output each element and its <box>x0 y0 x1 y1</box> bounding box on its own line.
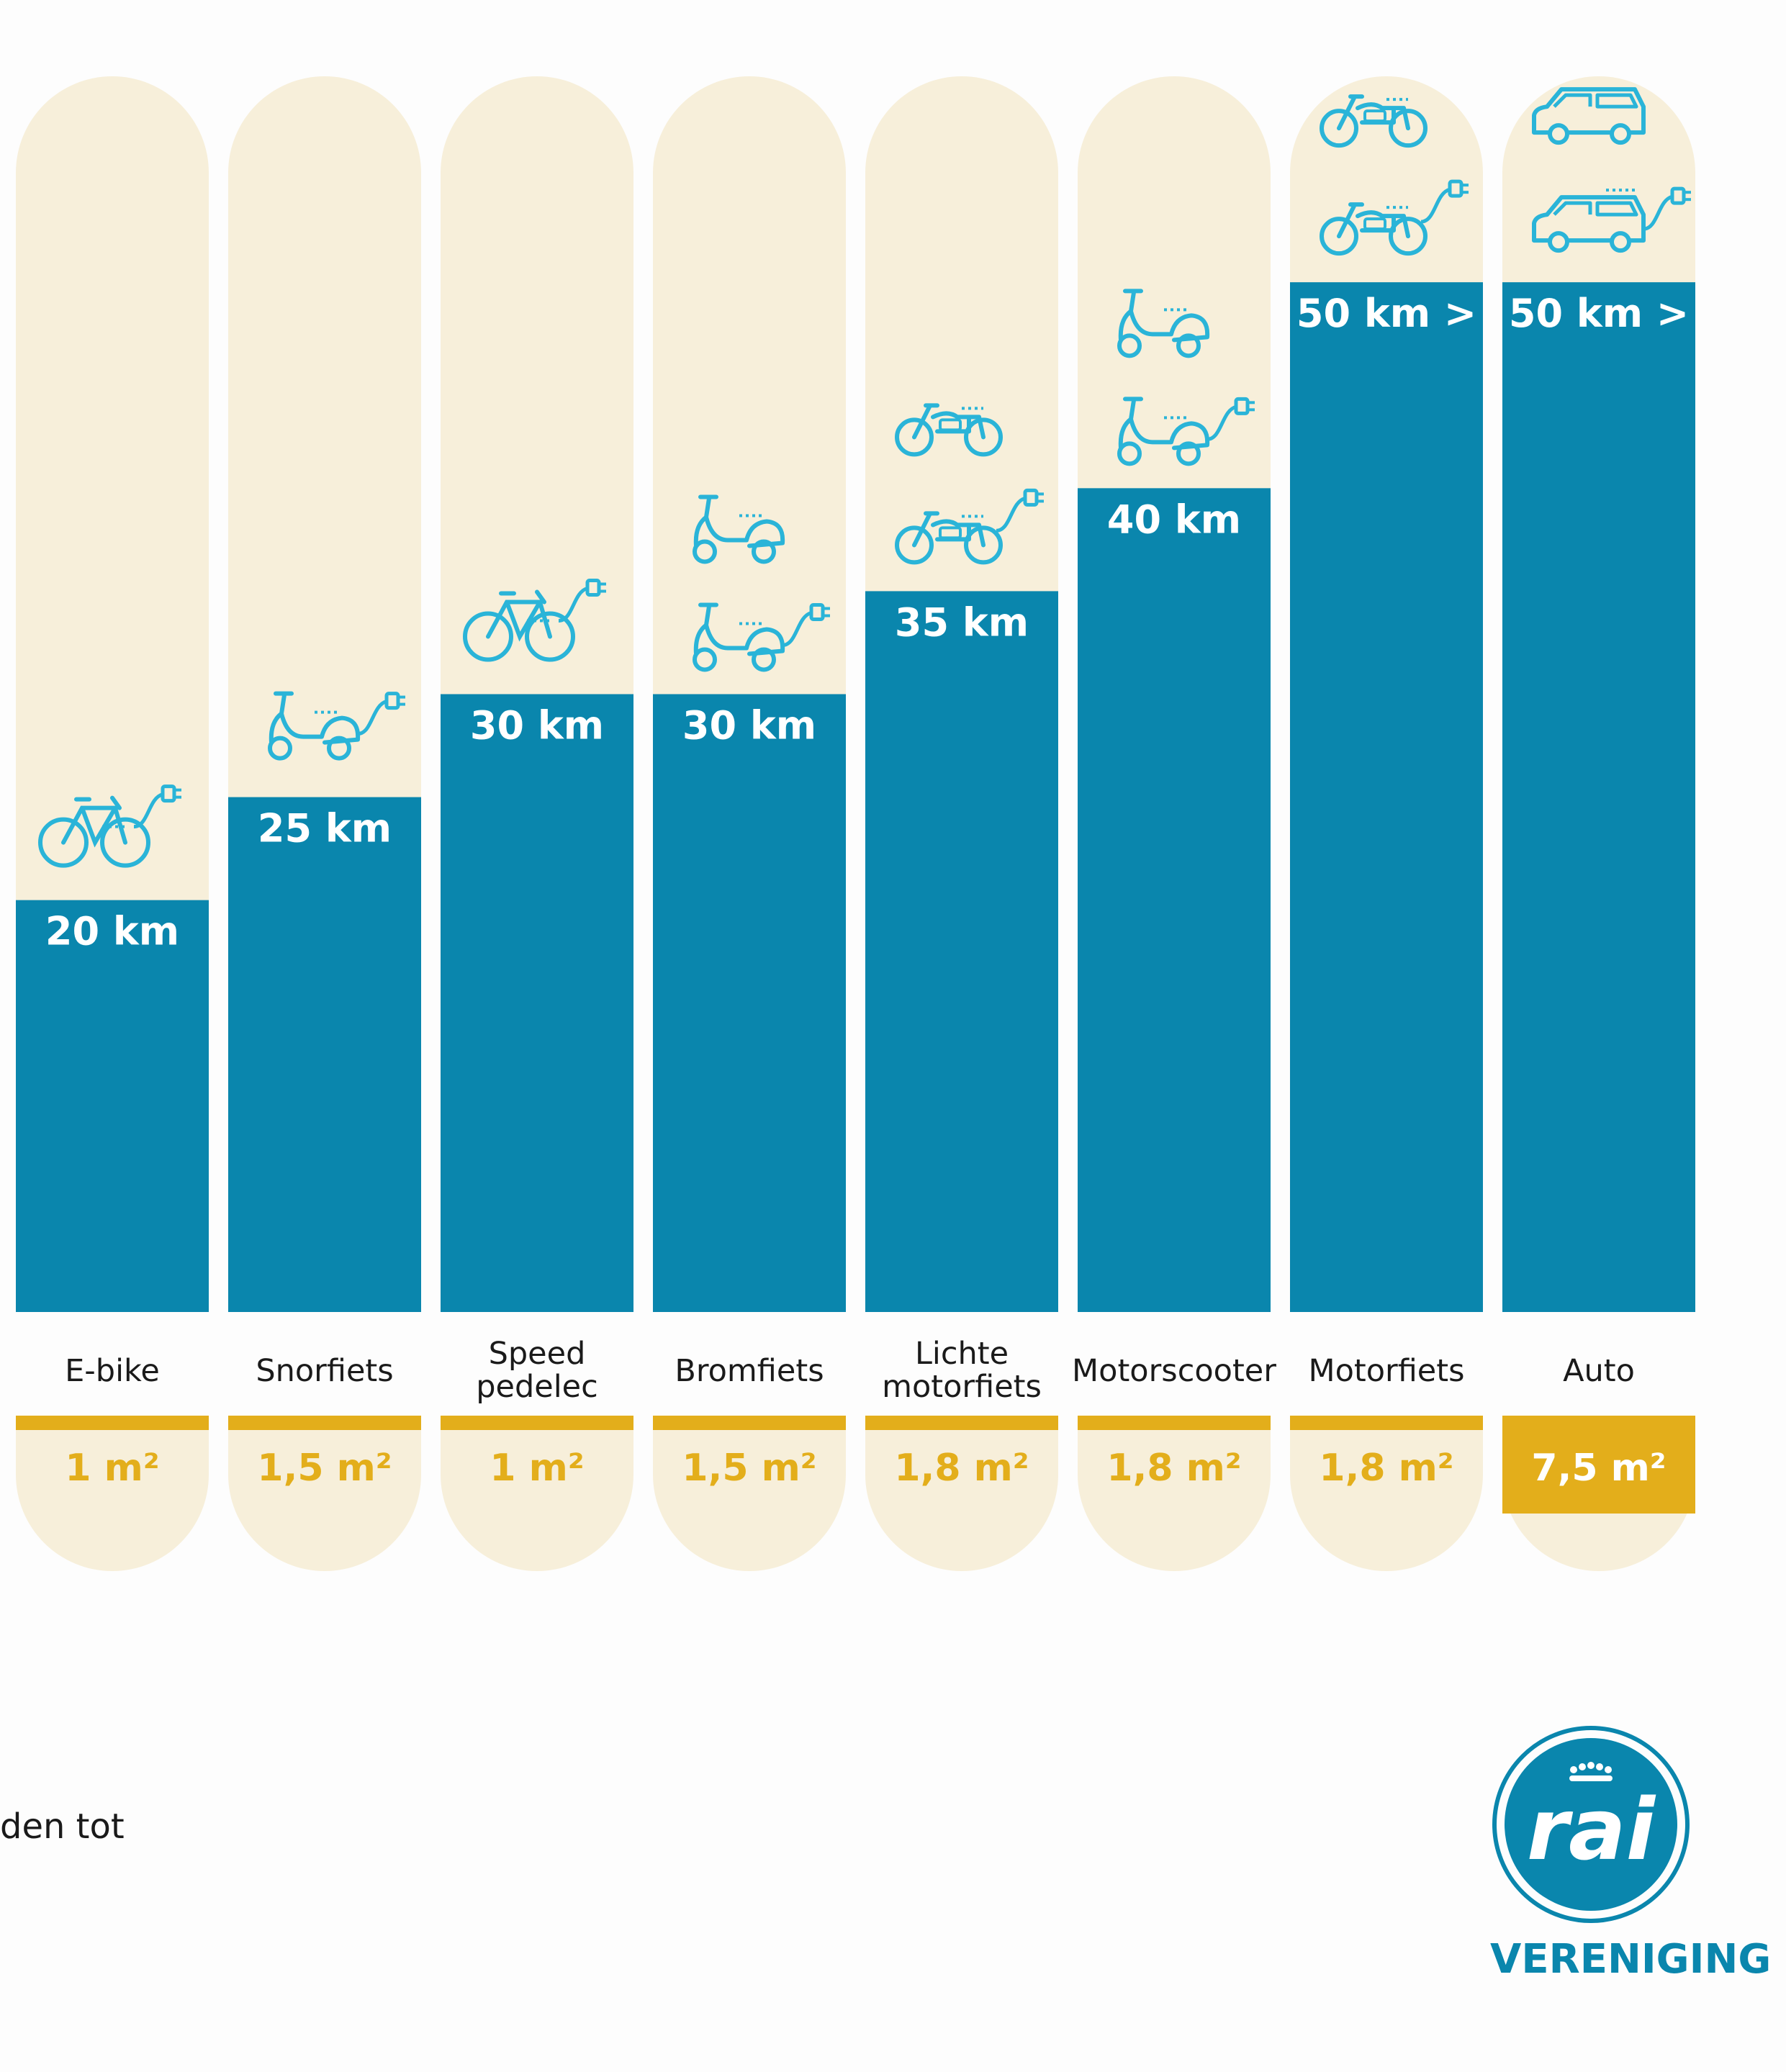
column-8: 50 km > Auto 7,5 m² <box>1502 76 1695 1571</box>
area-block <box>865 1416 1058 1571</box>
category-label: Snorfiets <box>256 1353 393 1389</box>
area-stripe <box>865 1416 1058 1430</box>
motorcycle-electric-icon <box>1320 179 1469 256</box>
area-label: 1,5 m² <box>257 1447 392 1490</box>
area-label: 1,5 m² <box>682 1447 816 1490</box>
area-label: 1 m² <box>490 1447 584 1490</box>
category-label: Bromfiets <box>675 1353 824 1389</box>
motorcycle-icon <box>895 403 1003 457</box>
bar <box>1078 488 1271 1313</box>
scooter-icon <box>1117 289 1210 358</box>
area-stripe <box>16 1416 209 1430</box>
column-2: 25 km Snorfiets 1,5 m² <box>228 76 421 1571</box>
area-label: 1 m² <box>65 1447 159 1490</box>
bar <box>653 694 846 1312</box>
bar <box>1502 282 1695 1313</box>
area-stripe <box>1290 1416 1483 1430</box>
area-label: 1,8 m² <box>1319 1447 1453 1490</box>
motorcycle-icon <box>1320 94 1428 148</box>
rai-logo-badge: rai <box>1492 1726 1690 1923</box>
car-electric-icon <box>1532 186 1691 253</box>
column-1: 20 km E-bike 1 m² <box>16 76 209 1571</box>
car-icon <box>1532 87 1646 145</box>
area-label: 1,8 m² <box>894 1447 1029 1490</box>
scooter-electric-icon <box>268 691 405 761</box>
column-5: 35 km Lichte motorfiets 1,8 m² <box>865 76 1058 1571</box>
bar <box>865 591 1058 1312</box>
category-label: E-bike <box>65 1353 160 1389</box>
category-label: Lichte motorfiets <box>882 1336 1042 1405</box>
category-label: Motorfiets <box>1308 1353 1464 1389</box>
category-label: Motorscooter <box>1072 1353 1276 1389</box>
area-label: 7,5 m² <box>1531 1447 1666 1490</box>
bar <box>1290 282 1483 1313</box>
value-label: 30 km <box>470 703 604 748</box>
area-stripe <box>441 1416 633 1430</box>
area-block <box>653 1416 846 1571</box>
column-6: 40 km Motorscooter 1,8 m² <box>1072 76 1276 1571</box>
value-label: 40 km <box>1107 497 1241 542</box>
area-stripe <box>653 1416 846 1430</box>
bar <box>441 694 633 1312</box>
area-stripe <box>1078 1416 1271 1430</box>
rai-logo-wordmark: rai <box>1527 1780 1656 1879</box>
column-7: 50 km > Motorfiets 1,8 m² <box>1290 76 1483 1571</box>
area-label: 1,8 m² <box>1106 1447 1241 1490</box>
rai-logo-subtitle: VERENIGING <box>1490 1936 1772 1983</box>
rai-logo: rai VERENIGING <box>1490 1724 1772 1983</box>
area-block <box>228 1416 421 1571</box>
footnote-text: den tot <box>0 1806 125 1847</box>
category-label: Speed pedelec <box>476 1336 598 1405</box>
value-label: 50 km > <box>1296 291 1476 336</box>
value-label: 20 km <box>45 909 179 954</box>
area-block <box>16 1416 209 1571</box>
scooter-icon <box>693 494 785 564</box>
area-block <box>1078 1416 1271 1571</box>
area-block <box>1290 1416 1483 1571</box>
area-highlight <box>1502 1416 1695 1514</box>
bar <box>16 900 209 1312</box>
category-label: Auto <box>1563 1353 1635 1389</box>
area-block <box>441 1416 633 1571</box>
column-3: 30 km Speed pedelec 1 m² <box>441 76 633 1571</box>
scooter-electric-icon <box>1117 397 1255 466</box>
scooter-electric-icon <box>693 602 830 672</box>
ebike-electric-icon <box>463 579 606 662</box>
bar <box>228 797 421 1312</box>
motorcycle-electric-icon <box>895 488 1044 565</box>
value-label: 25 km <box>258 806 392 851</box>
value-label: 35 km <box>895 600 1029 645</box>
value-label: 50 km > <box>1509 291 1689 336</box>
area-stripe <box>228 1416 421 1430</box>
column-4: 30 km Bromfiets 1,5 m² <box>653 76 846 1571</box>
ebike-electric-icon <box>38 784 181 868</box>
value-label: 30 km <box>682 703 816 748</box>
